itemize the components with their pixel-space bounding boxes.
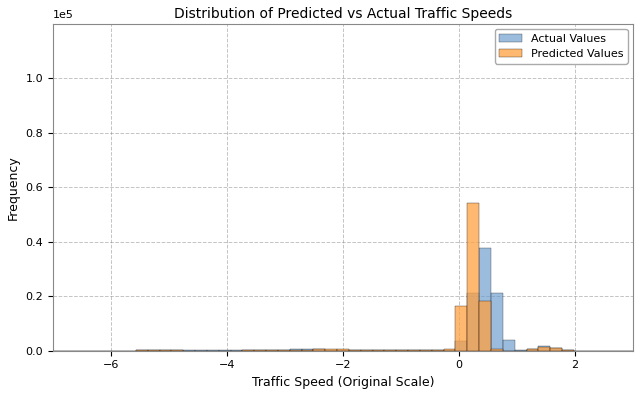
Bar [479, 301, 491, 351]
Bar [254, 350, 266, 351]
Bar [503, 340, 515, 351]
Bar [385, 350, 396, 351]
Bar [207, 350, 219, 351]
Bar [325, 350, 337, 351]
Bar [219, 350, 230, 351]
Legend: Actual Values, Predicted Values: Actual Values, Predicted Values [495, 29, 627, 63]
Bar [491, 293, 503, 351]
Bar [254, 350, 266, 351]
Bar [266, 350, 278, 351]
Bar [550, 348, 562, 351]
Bar [172, 350, 183, 351]
Bar [301, 350, 314, 351]
Bar [136, 350, 148, 351]
Bar [266, 350, 278, 351]
Bar [527, 348, 538, 351]
Text: 1e5: 1e5 [53, 10, 74, 20]
Bar [230, 350, 243, 351]
Bar [290, 350, 301, 351]
Bar [527, 349, 538, 351]
Bar [372, 350, 385, 351]
Bar [337, 350, 349, 351]
Bar [349, 350, 361, 351]
Bar [372, 350, 385, 351]
Bar [148, 350, 159, 351]
Bar [408, 350, 420, 351]
Bar [396, 350, 408, 351]
Bar [361, 350, 372, 351]
Bar [562, 350, 574, 351]
Bar [148, 350, 159, 351]
Bar [456, 341, 467, 351]
Bar [183, 350, 195, 351]
Bar [243, 350, 254, 351]
Bar [562, 350, 574, 351]
Bar [538, 347, 550, 351]
Bar [349, 350, 361, 351]
Bar [491, 349, 503, 351]
Bar [290, 350, 301, 351]
Bar [314, 350, 325, 351]
Bar [325, 349, 337, 351]
Bar [396, 350, 408, 351]
Bar [172, 350, 183, 351]
Title: Distribution of Predicted vs Actual Traffic Speeds: Distribution of Predicted vs Actual Traf… [174, 7, 512, 21]
Bar [550, 348, 562, 351]
Bar [278, 350, 290, 351]
Bar [538, 346, 550, 351]
Bar [314, 350, 325, 351]
X-axis label: Traffic Speed (Original Scale): Traffic Speed (Original Scale) [252, 376, 435, 389]
Y-axis label: Frequency: Frequency [7, 155, 20, 219]
Bar [337, 349, 349, 351]
Bar [301, 350, 314, 351]
Bar [385, 350, 396, 351]
Bar [159, 350, 172, 351]
Bar [159, 350, 172, 351]
Bar [408, 350, 420, 351]
Bar [456, 306, 467, 351]
Bar [467, 203, 479, 351]
Bar [467, 293, 479, 351]
Bar [479, 248, 491, 351]
Bar [444, 350, 456, 351]
Bar [361, 350, 372, 351]
Bar [515, 350, 527, 351]
Bar [444, 349, 456, 351]
Bar [136, 350, 148, 351]
Bar [278, 350, 290, 351]
Bar [420, 350, 432, 351]
